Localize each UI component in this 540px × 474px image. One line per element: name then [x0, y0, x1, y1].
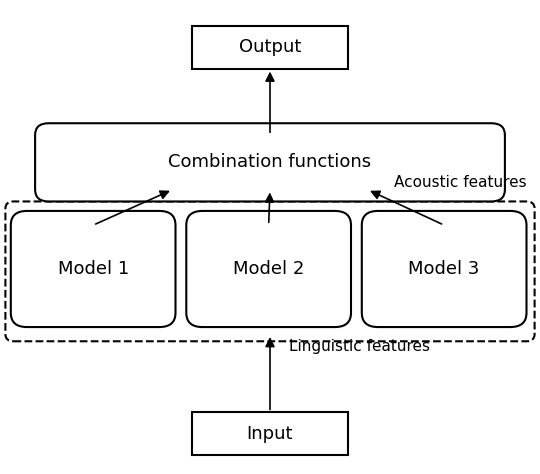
Text: Output: Output [239, 38, 301, 56]
FancyBboxPatch shape [35, 123, 505, 201]
FancyBboxPatch shape [362, 211, 526, 327]
Text: Linguistic features: Linguistic features [289, 339, 430, 354]
Text: Model 2: Model 2 [233, 260, 305, 278]
Text: Input: Input [247, 425, 293, 443]
Text: Model 1: Model 1 [58, 260, 129, 278]
FancyBboxPatch shape [192, 26, 348, 69]
Text: Model 3: Model 3 [408, 260, 480, 278]
FancyBboxPatch shape [11, 211, 176, 327]
FancyBboxPatch shape [192, 412, 348, 455]
Text: Acoustic features: Acoustic features [394, 174, 526, 190]
FancyBboxPatch shape [186, 211, 351, 327]
Text: Combination functions: Combination functions [168, 154, 372, 171]
